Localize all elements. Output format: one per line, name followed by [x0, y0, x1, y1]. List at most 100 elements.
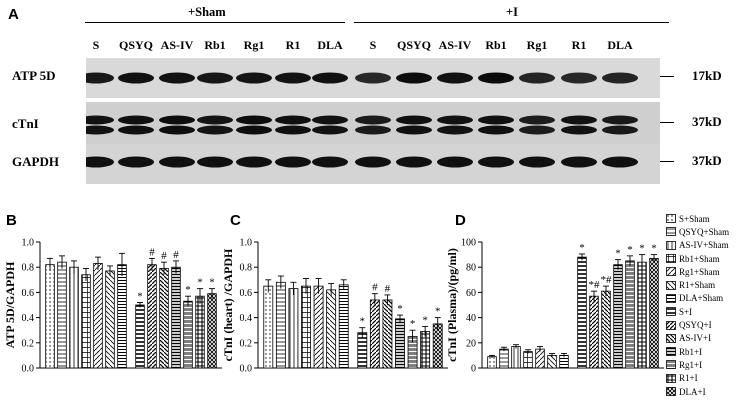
blot-band [197, 72, 233, 84]
blot-band [396, 156, 432, 168]
lane-label: QSYQ [118, 38, 153, 52]
blot-band [197, 156, 233, 168]
sham-bracket [85, 22, 345, 23]
bar [263, 285, 274, 369]
bar [523, 351, 533, 369]
bar [357, 332, 368, 369]
legend-swatch [666, 267, 676, 277]
injury-group-label: +I [506, 5, 518, 19]
significance-mark: * [209, 277, 215, 289]
lane-label: Rb1 [485, 38, 507, 52]
legend-swatch [666, 214, 676, 224]
y-tick-label: 0.4 [240, 313, 253, 324]
significance-mark: * [615, 248, 621, 260]
blot-band [197, 125, 233, 135]
bar [93, 263, 103, 369]
lane-label: AS-IV [160, 38, 194, 52]
y-tick-label: 60 [466, 288, 476, 299]
legend-swatch [666, 227, 676, 237]
y-axis-label: ATP 5D/GAPDH [3, 261, 17, 348]
legend-item: AS-IV+I [666, 332, 729, 345]
blot-band [478, 125, 514, 135]
blot-band [86, 115, 114, 125]
legend-item: DLA+I [666, 385, 729, 398]
significance-mark: * [397, 303, 403, 315]
legend-swatch [666, 360, 676, 370]
blot-band [118, 156, 154, 168]
y-tick-label: 0.2 [240, 338, 253, 349]
significance-mark: * [137, 290, 143, 302]
legend-swatch [666, 373, 676, 383]
legend-label: DLA+Sham [679, 293, 724, 304]
bar [369, 299, 380, 369]
bar [105, 270, 115, 369]
significance-mark: * [639, 243, 645, 255]
y-tick-label: 0 [471, 364, 476, 375]
blot-label-ctni: cTnI [12, 116, 39, 131]
chart-C: 0.0 0.2 0.4 0.6 0.8 1.0 cTnI (heart) /GAPDH * # #… [221, 238, 448, 375]
blot-band [197, 115, 233, 125]
legend-label: S+I [679, 306, 693, 317]
panel-d-letter: D [455, 212, 466, 229]
bar [511, 346, 521, 369]
blot-band [602, 72, 638, 84]
blot-band [159, 115, 195, 125]
significance-mark: * [410, 318, 416, 330]
legend-swatch [666, 320, 676, 330]
blot-strip-ctni [86, 102, 660, 148]
bar [57, 261, 67, 369]
legend-label: S+Sham [679, 213, 710, 224]
chart-B: 0.0 0.2 0.4 0.6 0.8 1.0 ATP 5D/GAPDH * # # # * * * [3, 238, 222, 375]
bar [601, 290, 611, 369]
significance-mark: # [173, 249, 179, 261]
y-tick-label: 0.2 [22, 338, 35, 349]
legend-swatch [666, 307, 676, 317]
panel-c-letter: C [230, 212, 241, 229]
bar [395, 318, 405, 369]
bar [589, 295, 599, 369]
legend-item: Rb1+Sham [666, 252, 729, 265]
bar [577, 256, 587, 369]
y-tick-label: 0.6 [22, 288, 35, 299]
blot-band [561, 125, 597, 135]
lane-label: Rg1 [243, 38, 265, 52]
legend-item: R1+I [666, 372, 729, 385]
lane-label: S [92, 38, 100, 52]
legend: S+Sham QSYQ+Sham AS-IV+Sham Rb1+Sham Rg1+Sha… [666, 212, 729, 398]
blot-label-atp5d: ATP 5D [12, 68, 56, 83]
bar [195, 295, 205, 369]
bar [45, 264, 55, 369]
panel-b-letter: B [6, 212, 17, 229]
y-tick-label: 1.0 [240, 238, 253, 249]
legend-swatch [666, 294, 676, 303]
blot-band [561, 156, 597, 168]
legend-item: QSYQ+I [666, 318, 729, 331]
significance-mark: *# [601, 274, 613, 286]
injury-bracket [354, 22, 669, 23]
y-tick-label: 20 [466, 338, 476, 349]
blot-band [312, 125, 348, 135]
y-tick-label: 80 [466, 263, 476, 274]
blot-band [437, 125, 473, 135]
legend-swatch [666, 254, 676, 263]
blot-band [355, 125, 391, 135]
blot-band [118, 115, 154, 125]
legend-item: R1+Sham [666, 278, 729, 291]
y-tick-label: 1.0 [22, 238, 35, 249]
bar [301, 285, 311, 369]
blot-band [519, 156, 555, 168]
blot-band [355, 156, 391, 168]
blot-band [312, 72, 348, 84]
blot-band [118, 72, 154, 84]
blot-band [519, 72, 555, 84]
legend-label: AS-IV+Sham [679, 240, 729, 251]
blot-band [355, 72, 391, 84]
legend-label: Rb1+I [679, 346, 703, 357]
lane-label: QSYQ [396, 38, 431, 52]
legend-label: R1+Sham [679, 280, 716, 291]
blot-band [478, 72, 514, 84]
significance-mark: # [372, 282, 378, 294]
bar [147, 264, 157, 369]
